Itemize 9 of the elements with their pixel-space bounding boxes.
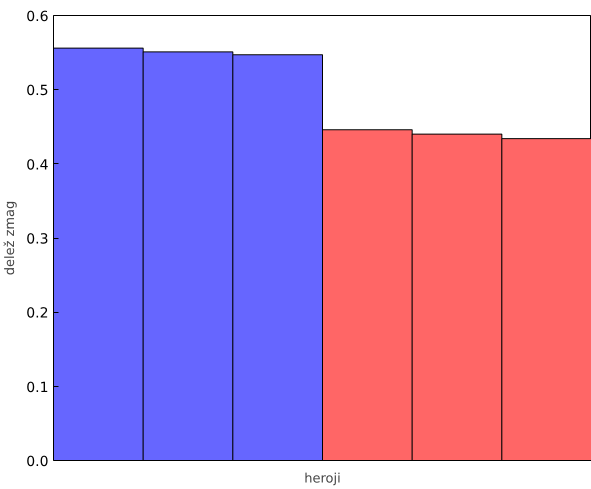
y-axis-title: delež zmag (3, 200, 18, 276)
y-tick-label: 0.4 (26, 157, 49, 174)
x-axis-title: heroji (304, 472, 341, 486)
y-tick-label: 0.0 (26, 454, 48, 470)
y-tick-label: 0.6 (26, 9, 49, 25)
y-tick-label: 0.1 (26, 380, 48, 396)
y-tick-label: 0.5 (26, 83, 48, 100)
y-tick-label: 0.2 (26, 306, 48, 322)
y-tick-label: 0.3 (26, 232, 48, 248)
